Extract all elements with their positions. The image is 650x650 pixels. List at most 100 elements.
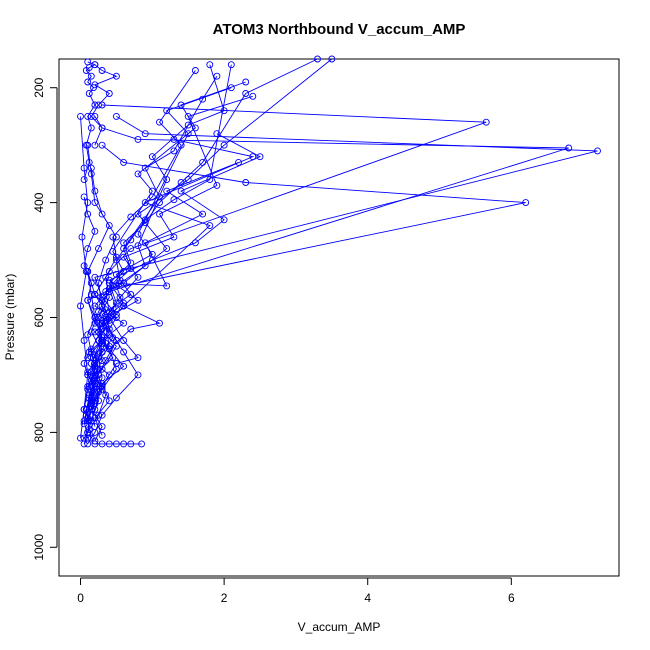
data-point [82, 268, 90, 275]
x-tick-label: 4 [364, 591, 371, 605]
series-layer [77, 55, 601, 448]
data-point [84, 296, 92, 304]
data-point [91, 388, 99, 396]
x-axis: 0 2 4 6 [77, 577, 515, 605]
data-point [112, 440, 120, 448]
data-point [120, 337, 128, 344]
data-point [98, 334, 106, 342]
data-point [105, 268, 113, 275]
x-tick-label: 6 [508, 591, 515, 605]
x-tick-label: 2 [221, 591, 228, 605]
data-point [156, 210, 163, 218]
data-series [85, 67, 199, 402]
data-point [105, 90, 113, 97]
data-point [138, 440, 146, 448]
data-point [105, 293, 113, 301]
data-point [105, 397, 113, 405]
data-point [91, 273, 99, 281]
data-point [80, 262, 88, 270]
data-point [87, 291, 95, 298]
chart-title: ATOM3 Northbound V_accum_AMP [213, 21, 466, 38]
data-series [87, 130, 264, 425]
data-point [95, 314, 102, 321]
data-point [227, 84, 235, 92]
data-point [127, 291, 135, 298]
data-point [177, 141, 185, 149]
series-line [87, 144, 526, 433]
data-point [98, 411, 106, 419]
data-point [91, 199, 99, 207]
data-point [156, 118, 163, 126]
data-point [184, 112, 192, 120]
data-point [163, 282, 171, 290]
data-point [127, 213, 135, 221]
data-point [112, 360, 120, 367]
data-point [256, 153, 264, 161]
data-point [199, 158, 207, 166]
data-point [213, 130, 221, 138]
data-point [91, 328, 99, 336]
data-point [134, 170, 142, 178]
series-line [88, 70, 196, 399]
data-point [220, 141, 228, 149]
data-point [102, 273, 110, 281]
data-point [98, 296, 106, 304]
y-axis: 200 400 600 800 1000 [32, 77, 58, 561]
data-point [120, 440, 128, 448]
data-point [112, 112, 120, 120]
data-point [91, 423, 99, 431]
data-series [80, 58, 99, 184]
data-point [141, 199, 149, 207]
data-point [84, 210, 92, 218]
data-point [120, 362, 128, 370]
data-point [213, 72, 221, 80]
data-point [120, 302, 128, 310]
data-point [148, 250, 156, 258]
data-point [242, 90, 250, 97]
data-point [87, 72, 95, 80]
data-point [127, 259, 135, 267]
data-point [163, 107, 171, 115]
data-point [163, 187, 171, 195]
data-point [206, 61, 214, 69]
data-point [84, 382, 92, 390]
data-point [85, 90, 93, 97]
data-point [163, 176, 171, 184]
data-point [191, 239, 199, 247]
data-point [84, 199, 92, 207]
data-point [91, 374, 99, 382]
y-axis-label: Pressure (mbar) [3, 274, 17, 361]
data-point [102, 339, 110, 347]
data-point [77, 434, 84, 442]
data-point [220, 216, 228, 224]
data-point [328, 55, 336, 63]
data-point [177, 179, 185, 186]
data-point [80, 417, 88, 425]
data-point [84, 371, 92, 379]
x-tick-label: 0 [77, 591, 84, 605]
series-line [94, 116, 598, 436]
data-point [249, 92, 257, 100]
data-point [98, 357, 106, 365]
data-point [242, 78, 250, 86]
data-point [84, 245, 92, 253]
data-point [98, 423, 106, 431]
data-point [191, 67, 199, 74]
data-point [235, 158, 242, 166]
series-line [90, 64, 232, 401]
data-point [98, 67, 106, 74]
data-point [199, 210, 207, 218]
data-series [87, 61, 235, 405]
data-point [116, 276, 124, 284]
data-series [77, 112, 92, 442]
data-point [565, 144, 573, 152]
data-point [98, 440, 106, 448]
data-point [141, 216, 149, 224]
data-point [227, 61, 235, 69]
data-point [594, 147, 601, 155]
data-point [191, 124, 199, 132]
data-point [84, 78, 92, 86]
data-series [84, 55, 321, 408]
